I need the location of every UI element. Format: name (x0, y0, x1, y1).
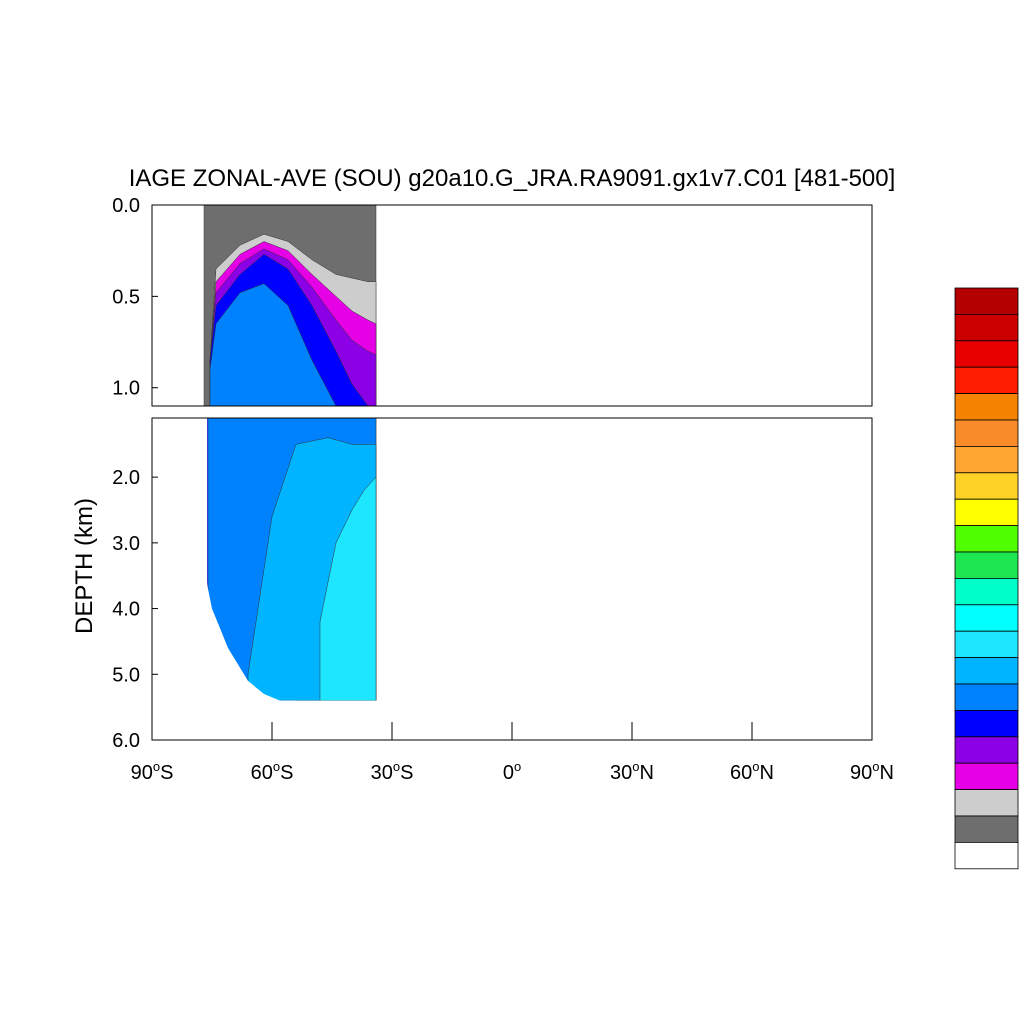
colorbar-swatch (954, 789, 1019, 817)
lower-y-tick-label: 5.0 (112, 664, 140, 686)
colorbar-swatch (954, 472, 1019, 500)
y-axis-label: DEPTH (km) (71, 498, 98, 634)
colorbar-swatch (954, 313, 1019, 342)
lower-y-tick-label: 6.0 (112, 730, 140, 752)
x-tick-label: 30oN (610, 759, 654, 784)
x-ticks: 90oS 60oS 30oS 0o 30oN 60oN 90oN (131, 722, 894, 784)
lower-y-tick-label: 2.0 (112, 467, 140, 489)
colorbar-swatch (954, 630, 1019, 659)
colorbar-swatch (954, 340, 1019, 368)
colorbar-swatch (954, 710, 1019, 738)
colorbar-swatch (954, 366, 1019, 395)
x-tick-label: 60oN (730, 759, 774, 784)
colorbar-swatch (954, 604, 1019, 632)
x-tick-label: 30oS (371, 759, 414, 784)
chart-title: IAGE ZONAL-AVE (SOU) g20a10.G_JRA.RA9091… (129, 165, 896, 192)
colorbar-swatch (954, 525, 1019, 553)
colorbar-swatch (954, 683, 1019, 711)
colorbar-swatch (954, 578, 1019, 606)
lower-panel: 2.03.04.05.06.0 90oS 60oS 30oS 0o 30oN 60oN 90… (112, 417, 894, 784)
upper-contour-fills (203, 204, 377, 407)
colorbar-swatch (954, 498, 1019, 527)
lower-y-tick-label: 3.0 (112, 533, 140, 555)
colorbar-swatch (954, 815, 1019, 843)
lower-contour-fills (200, 417, 872, 740)
colorbar-swatch (954, 393, 1019, 421)
colorbar-swatch (954, 287, 1019, 315)
x-tick-label: 90oS (131, 759, 174, 784)
x-tick-label: 0o (503, 759, 521, 784)
below-data-mask (272, 700, 376, 740)
upper-panel: 0.0 0.5 1.0 (112, 195, 873, 407)
colorbar (954, 287, 1019, 870)
lower-y-tick-label: 4.0 (112, 599, 140, 621)
colorbar-swatch (954, 551, 1019, 579)
x-tick-label: 60oS (251, 759, 294, 784)
bathymetry-edge (204, 418, 208, 701)
colorbar-swatch (954, 445, 1019, 474)
colorbar-swatch (954, 419, 1019, 447)
lower-y-ticks: 2.0 3.0 4.0 5.0 6.0 (112, 467, 158, 752)
colorbar-swatch (954, 657, 1019, 685)
colorbar-swatch (954, 736, 1019, 764)
upper-y-tick-label: 1.0 (112, 378, 140, 400)
colorbar-swatch (954, 762, 1019, 791)
upper-y-ticks: 0.0 0.5 1.0 (112, 195, 158, 400)
upper-panel-border (151, 204, 873, 407)
below-data-mask (376, 700, 872, 740)
upper-y-tick-label: 0.0 (112, 195, 140, 217)
upper-y-tick-label: 0.5 (112, 286, 140, 308)
bathymetry-mask (200, 418, 296, 740)
x-tick-label: 90oN (850, 759, 894, 784)
colorbar-swatch (954, 842, 1019, 870)
